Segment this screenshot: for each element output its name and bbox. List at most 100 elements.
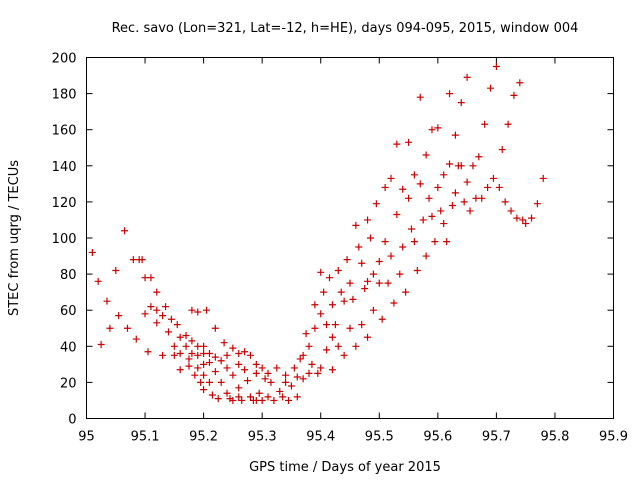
data-point: [273, 364, 281, 372]
data-point: [375, 279, 383, 287]
x-tick-label: 95.6: [423, 430, 452, 445]
data-point: [211, 368, 219, 376]
data-point: [434, 124, 442, 132]
data-point: [437, 207, 445, 215]
data-point: [223, 389, 231, 397]
data-point: [94, 277, 102, 285]
data-point: [276, 387, 284, 395]
data-point: [489, 174, 497, 182]
data-point: [387, 174, 395, 182]
data-point: [246, 351, 254, 359]
data-point: [402, 288, 410, 296]
data-point: [361, 285, 369, 293]
data-point: [220, 339, 228, 347]
data-point: [235, 360, 243, 368]
data-point: [434, 183, 442, 191]
data-point: [205, 350, 213, 358]
data-point: [252, 369, 260, 377]
data-point: [460, 198, 468, 206]
data-point: [164, 328, 172, 336]
data-point: [299, 375, 307, 383]
x-tick-label: 95.4: [306, 430, 335, 445]
y-tick-label: 160: [52, 124, 77, 139]
data-point: [229, 344, 237, 352]
data-point: [475, 153, 483, 161]
x-axis-label: GPS time / Days of year 2015: [249, 460, 441, 475]
data-point: [425, 194, 433, 202]
data-point: [352, 221, 360, 229]
y-tick-label: 60: [60, 304, 77, 319]
data-point: [132, 335, 140, 343]
data-point: [217, 378, 225, 386]
y-tick-label: 140: [52, 160, 77, 175]
data-point: [457, 99, 465, 107]
data-point: [282, 371, 290, 379]
data-point: [305, 369, 313, 377]
data-point: [264, 369, 272, 377]
data-point: [519, 216, 527, 224]
data-point: [539, 174, 547, 182]
axis-ticks: 95 95.1 95.2 95.3 95.4 95.5 95.6 95.7 95.8 95.9 0 2…: [52, 52, 628, 445]
data-point: [366, 234, 374, 242]
data-point: [170, 342, 178, 350]
data-point: [410, 171, 418, 179]
data-point: [258, 396, 266, 404]
data-point: [466, 207, 474, 215]
data-point: [387, 252, 395, 260]
data-point: [419, 216, 427, 224]
x-tick-label: 95.3: [248, 430, 277, 445]
plot-frame: [86, 57, 614, 419]
data-point: [191, 371, 199, 379]
y-tick-label: 0: [68, 413, 76, 428]
data-point: [326, 274, 334, 282]
data-point: [167, 315, 175, 323]
data-point: [194, 351, 202, 359]
data-point: [349, 295, 357, 303]
data-point: [522, 220, 530, 228]
y-tick-label: 40: [60, 340, 77, 355]
x-tick-label: 95: [78, 430, 95, 445]
data-point: [448, 202, 456, 210]
data-point: [188, 306, 196, 314]
data-point: [173, 321, 181, 329]
data-point: [308, 360, 316, 368]
data-point: [208, 391, 216, 399]
chart-title: Rec. savo (Lon=321, Lat=-12, h=HE), days…: [112, 21, 579, 36]
data-point: [314, 369, 322, 377]
data-point: [390, 299, 398, 307]
data-point: [428, 126, 436, 134]
data-point: [293, 393, 301, 401]
data-point: [340, 351, 348, 359]
data-point: [463, 73, 471, 81]
data-point: [217, 357, 225, 365]
data-point: [495, 183, 503, 191]
data-point: [513, 214, 521, 222]
y-tick-label: 80: [60, 268, 77, 283]
data-point: [267, 378, 275, 386]
data-point: [223, 351, 231, 359]
data-point: [235, 384, 243, 392]
data-point: [159, 312, 167, 320]
data-point: [188, 337, 196, 345]
data-point: [258, 364, 266, 372]
data-point: [463, 178, 471, 186]
data-point: [88, 248, 96, 256]
data-point: [331, 321, 339, 329]
data-point: [507, 207, 515, 215]
data-point: [121, 227, 129, 235]
data-point: [185, 355, 193, 363]
data-point: [393, 140, 401, 148]
data-point: [337, 288, 345, 296]
data-point: [182, 331, 190, 339]
data-point: [255, 389, 263, 397]
data-point: [205, 359, 213, 367]
data-point: [170, 351, 178, 359]
data-point: [211, 324, 219, 332]
data-point: [328, 333, 336, 341]
data-point: [504, 120, 512, 128]
data-point: [498, 146, 506, 154]
data-point: [446, 90, 454, 98]
data-point: [334, 342, 342, 350]
data-point: [381, 183, 389, 191]
